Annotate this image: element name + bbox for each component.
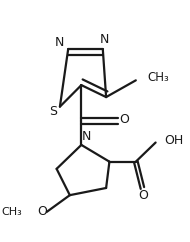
Text: O: O	[138, 189, 148, 202]
Text: CH₃: CH₃	[1, 207, 22, 217]
Text: CH₃: CH₃	[147, 71, 169, 84]
Text: O: O	[37, 205, 47, 218]
Text: OH: OH	[164, 134, 183, 147]
Text: O: O	[119, 113, 129, 126]
Text: N: N	[55, 36, 65, 49]
Text: N: N	[82, 130, 91, 143]
Text: N: N	[100, 33, 109, 46]
Text: S: S	[49, 105, 57, 118]
